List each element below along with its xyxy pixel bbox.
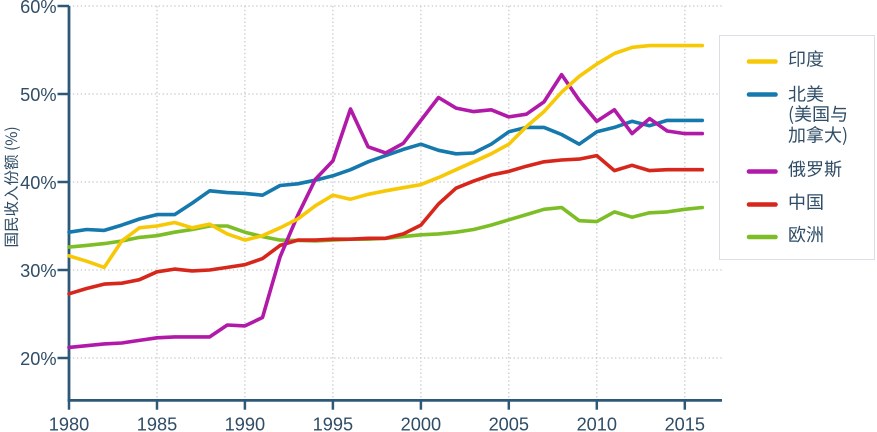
svg-text:2005: 2005 — [489, 415, 529, 432]
svg-text:2010: 2010 — [577, 415, 617, 432]
svg-text:40%: 40% — [20, 173, 56, 193]
svg-text:2015: 2015 — [665, 415, 705, 432]
svg-text:2000: 2000 — [401, 415, 441, 432]
svg-text:1990: 1990 — [225, 415, 265, 432]
svg-text:30%: 30% — [20, 261, 56, 281]
svg-text:1985: 1985 — [137, 415, 177, 432]
svg-text:1980: 1980 — [49, 415, 89, 432]
svg-text:60%: 60% — [20, 0, 56, 17]
svg-text:1995: 1995 — [313, 415, 353, 432]
svg-text:20%: 20% — [20, 349, 56, 369]
svg-text:50%: 50% — [20, 85, 56, 105]
